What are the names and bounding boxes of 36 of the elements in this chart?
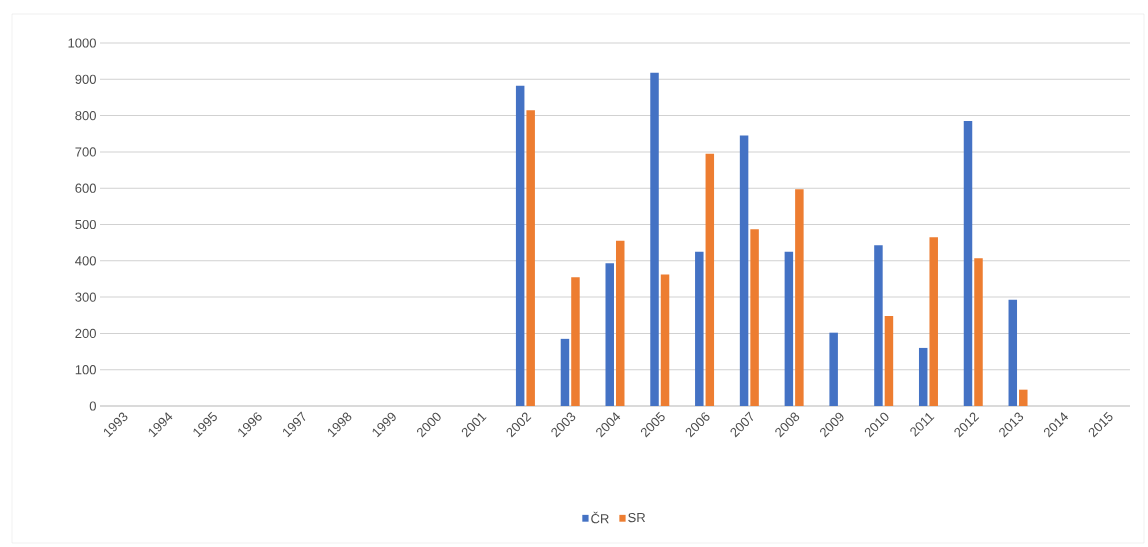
y-tick-label: 400 — [75, 256, 96, 266]
bar — [795, 189, 804, 406]
bar — [1008, 299, 1018, 406]
bar — [974, 258, 983, 406]
bar — [650, 72, 659, 406]
bar — [750, 229, 759, 406]
y-tick-label: 0 — [89, 401, 96, 411]
bar — [963, 121, 973, 406]
y-tick-label: 600 — [75, 183, 96, 193]
y-tick-label: 100 — [75, 365, 96, 375]
y-tick-label: 500 — [75, 219, 96, 230]
bar — [918, 347, 928, 406]
bar — [660, 274, 670, 406]
bar — [874, 245, 883, 406]
bar — [560, 338, 570, 406]
bar — [929, 237, 938, 406]
bar — [605, 263, 614, 406]
y-tick-label: 700 — [75, 147, 96, 157]
bar — [515, 85, 525, 406]
legend-label: SR — [628, 512, 646, 523]
bar — [739, 135, 749, 406]
y-tick-label: 800 — [75, 111, 96, 121]
bar — [705, 153, 715, 406]
y-tick-label: 300 — [75, 292, 96, 302]
bar — [615, 240, 625, 406]
bar — [695, 251, 704, 406]
y-tick-label: 1000 — [68, 38, 96, 48]
y-tick-label: 200 — [75, 328, 96, 338]
bar — [784, 251, 794, 406]
bar — [884, 315, 894, 406]
bar — [526, 110, 535, 406]
y-tick-label: 900 — [75, 74, 96, 84]
legend-label: ČR — [591, 511, 609, 524]
bar — [1019, 389, 1028, 406]
bar — [829, 332, 838, 406]
bar — [571, 277, 580, 406]
